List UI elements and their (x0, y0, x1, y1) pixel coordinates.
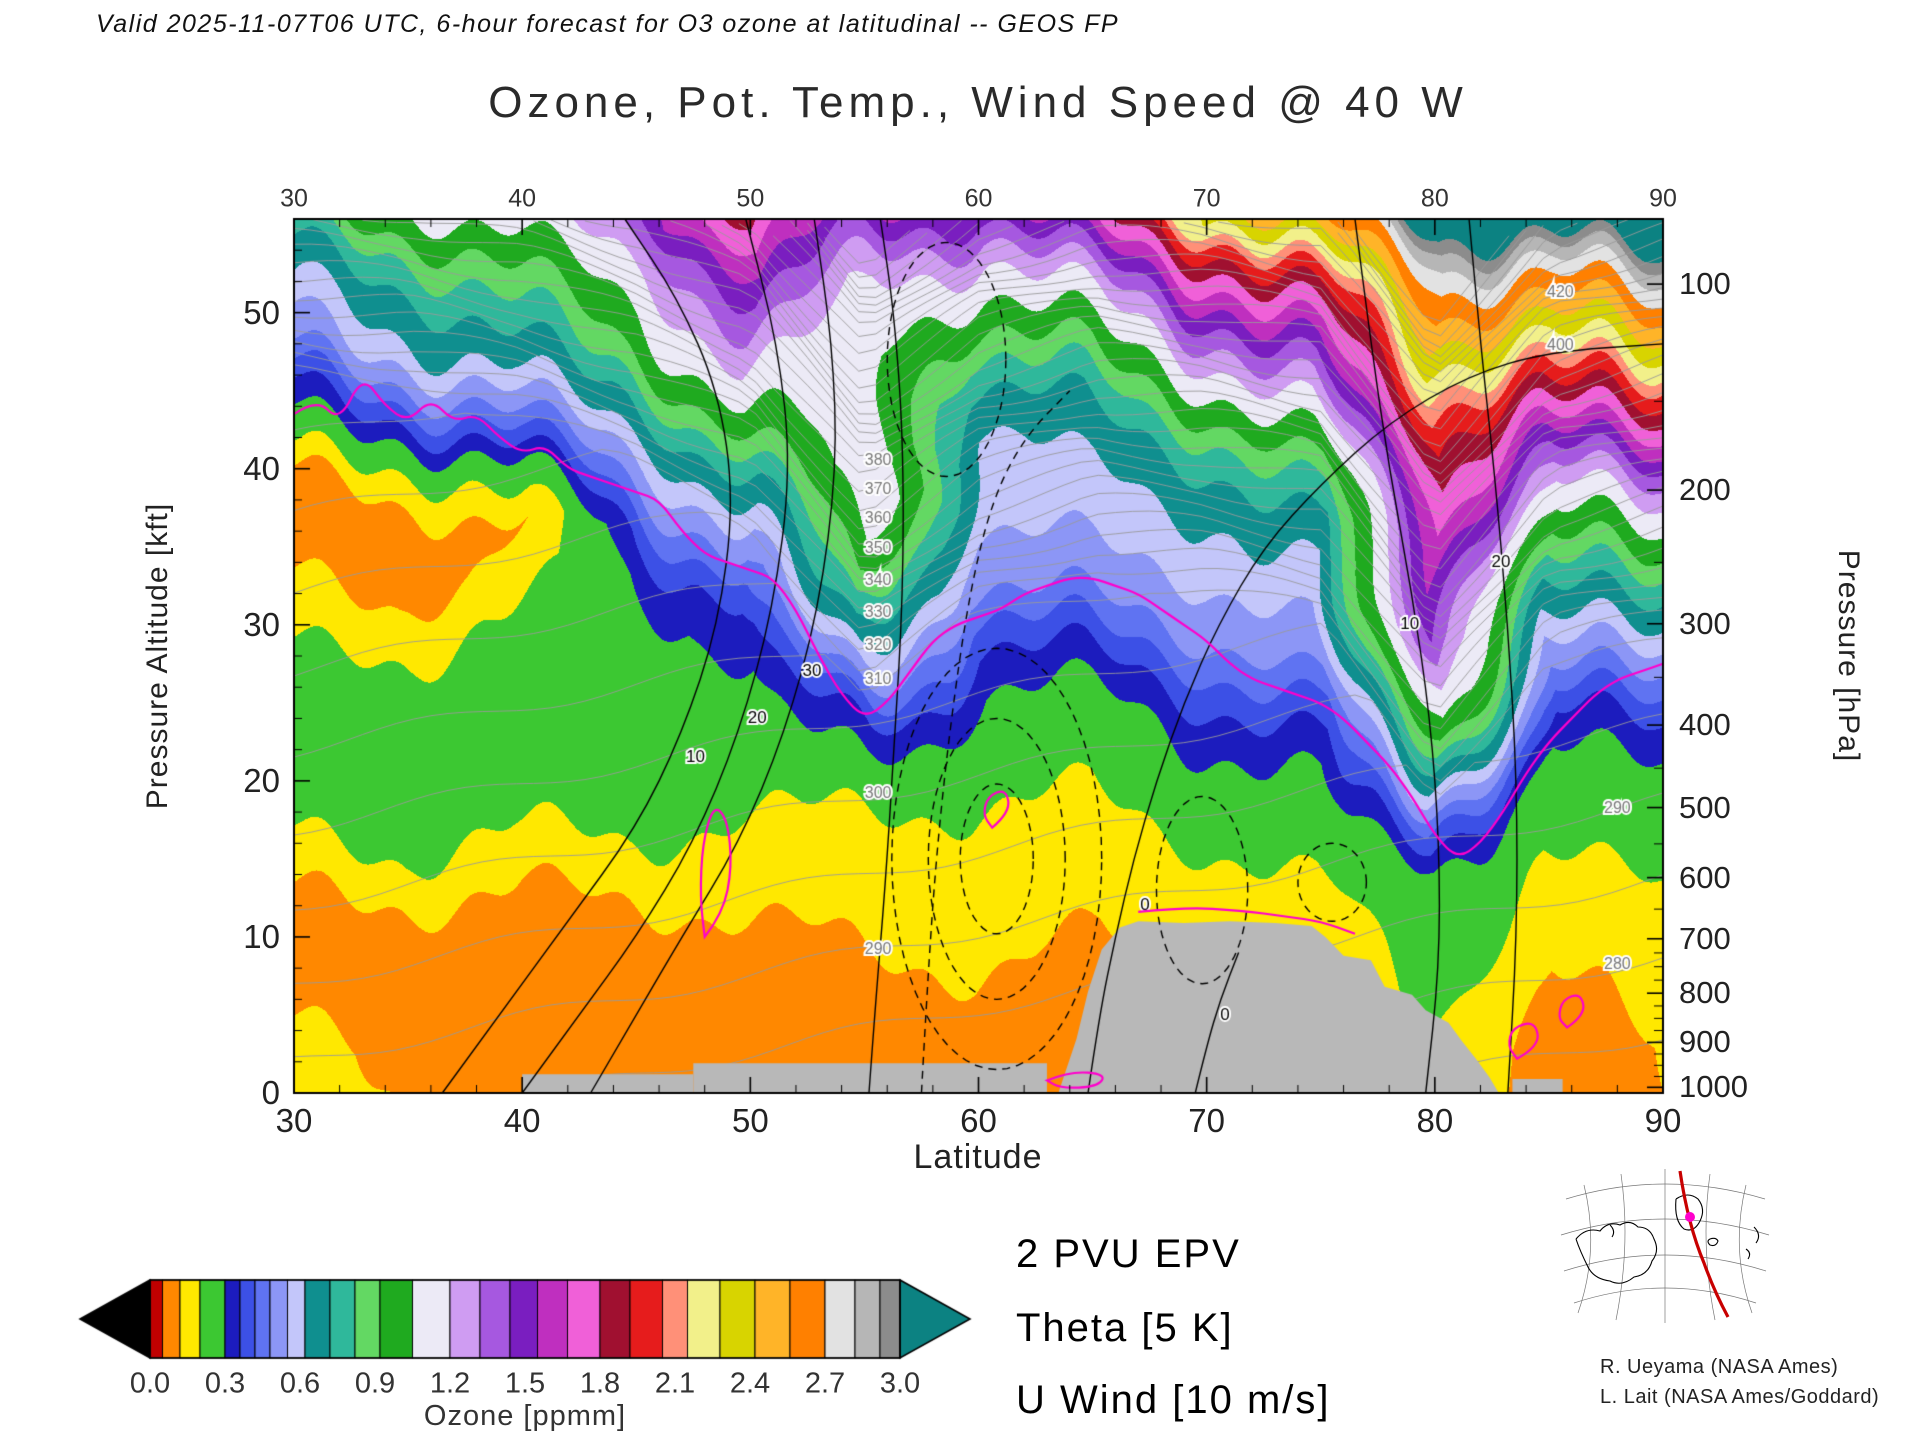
legend-pvu-epv: 2 PVU EPV (1016, 1232, 1241, 1276)
x-axis-title: Latitude (913, 1138, 1043, 1176)
map-coastlines (1575, 1194, 1760, 1284)
credit-line-2: L. Lait (NASA Ames/Goddard) (1600, 1386, 1880, 1408)
map-meridian-40w (1678, 1170, 1730, 1318)
credit-line-1: R. Ueyama (NASA Ames) (1600, 1356, 1839, 1378)
map-location-marker (1685, 1212, 1695, 1222)
legend-theta: Theta [5 K] (1016, 1306, 1234, 1350)
plot-title: Ozone, Pot. Temp., Wind Speed @ 40 W (488, 78, 1468, 127)
valid-time-header: Valid 2025-11-07T06 UTC, 6-hour forecast… (96, 10, 1120, 38)
legend-u-wind: U Wind [10 m/s] (1016, 1378, 1331, 1422)
y-left-axis-title: Pressure Altitude [kft] (141, 502, 174, 810)
colorbar-title: Ozone [ppmm] (423, 1400, 627, 1432)
map-graticule (1560, 1169, 1770, 1323)
y-right-axis-title: Pressure [hPa] (1832, 549, 1865, 763)
inset-map (1560, 1169, 1770, 1323)
